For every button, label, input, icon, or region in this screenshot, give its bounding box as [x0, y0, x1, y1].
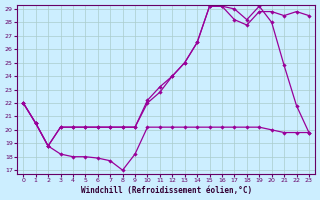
X-axis label: Windchill (Refroidissement éolien,°C): Windchill (Refroidissement éolien,°C) [81, 186, 252, 195]
